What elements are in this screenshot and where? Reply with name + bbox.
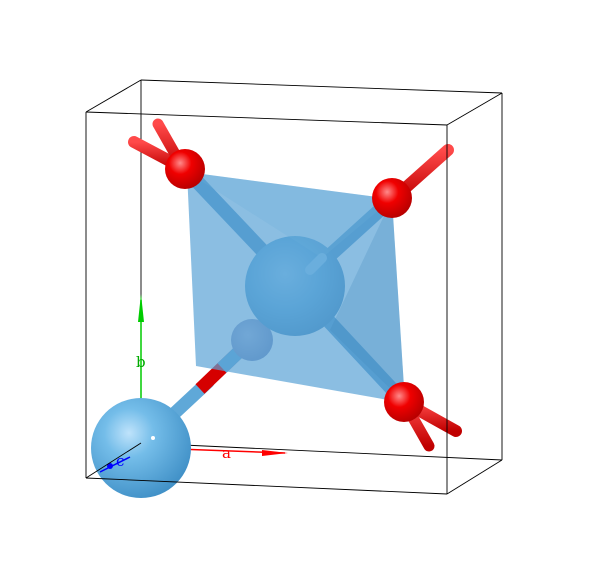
oxygen-upper-left[interactable] bbox=[165, 149, 205, 189]
axis-c-label: c bbox=[116, 452, 124, 470]
corner-atom[interactable] bbox=[91, 398, 191, 498]
unit-cell-front bbox=[85, 79, 503, 495]
oxygen-lower-right[interactable] bbox=[384, 382, 424, 422]
axis-c-arrow bbox=[99, 456, 131, 473]
axis-a-label: a bbox=[222, 444, 231, 462]
corner-atom-highlight bbox=[151, 436, 155, 440]
axis-b-label: b bbox=[136, 353, 146, 371]
oxygen-upper-right[interactable] bbox=[372, 178, 412, 218]
coordination-polyhedron bbox=[187, 172, 405, 403]
